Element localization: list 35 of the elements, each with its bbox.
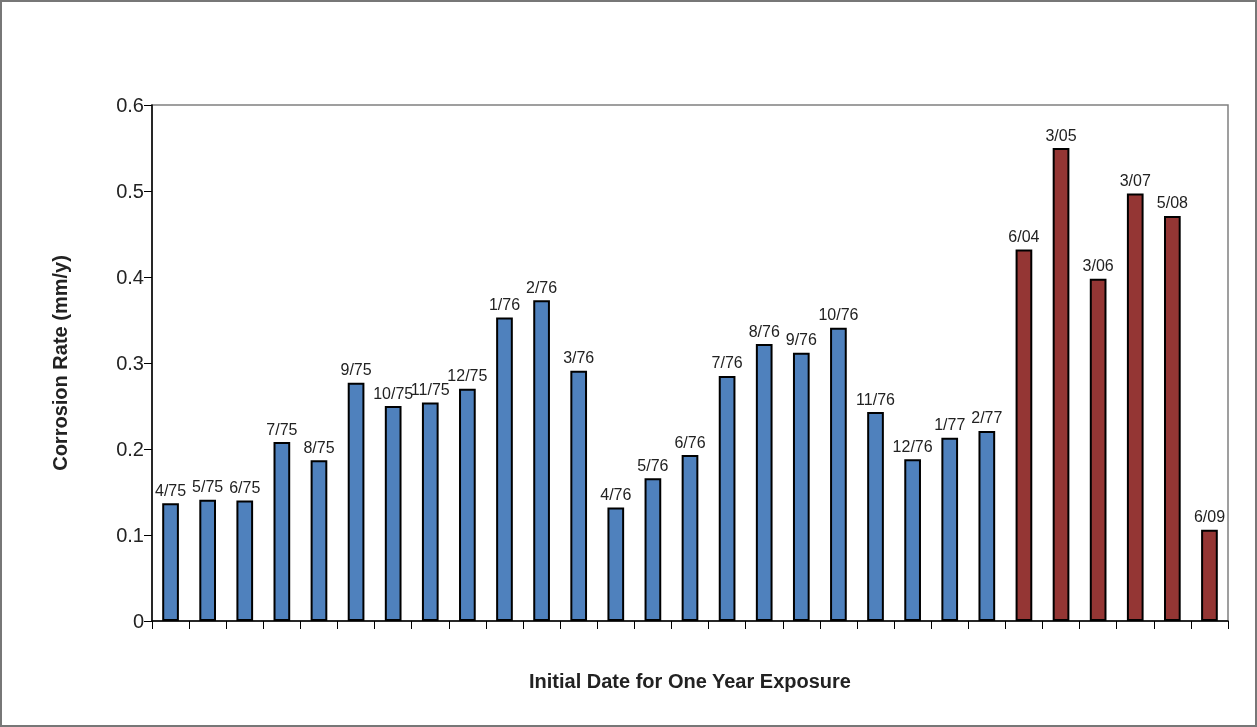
- x-tick-label: 12/76: [892, 437, 933, 455]
- y-tick-label: 0.5: [116, 180, 144, 202]
- x-tick-label: 7/75: [266, 420, 298, 438]
- x-tick-label: 2/76: [526, 278, 558, 296]
- y-tick-label: 0.4: [116, 266, 144, 288]
- x-tick-label: 3/76: [563, 349, 595, 367]
- x-tick-label: 10/76: [818, 306, 859, 324]
- y-tick-label: 0.6: [116, 94, 144, 116]
- y-tick-label: 0.3: [116, 352, 144, 374]
- x-tick-label: 4/75: [154, 481, 187, 499]
- x-tick-label: 3/07: [1119, 172, 1151, 190]
- x-tick-label: 4/76: [600, 485, 632, 503]
- x-axis-title: Initial Date for One Year Exposure: [529, 670, 851, 692]
- x-tick-label: 6/09: [1193, 508, 1226, 526]
- x-tick-label: 3/06: [1082, 257, 1114, 275]
- x-tick-label: 7/76: [711, 354, 743, 372]
- x-tick-label: 2/77: [971, 409, 1003, 427]
- y-tick-label: 0: [132, 610, 144, 632]
- y-tick-label: 0.1: [116, 524, 144, 546]
- x-tick-label: 8/76: [748, 322, 780, 340]
- x-tick-label: 1/77: [934, 416, 966, 434]
- y-tick-label: 0.2: [116, 438, 144, 460]
- x-tick-label: 3/05: [1045, 126, 1077, 144]
- x-tick-label: 8/75: [303, 438, 335, 456]
- x-tick-label: 9/76: [785, 331, 817, 349]
- x-tick-label: 5/08: [1156, 194, 1189, 212]
- x-tick-label: 11/76: [856, 390, 896, 408]
- x-tick-label: 6/76: [674, 433, 706, 451]
- x-tick-label: 6/75: [229, 479, 261, 497]
- x-tick-label: 6/04: [1008, 227, 1040, 245]
- x-tick-label: 5/75: [192, 478, 224, 496]
- y-axis-title: Corrosion Rate (mm/y): [49, 255, 71, 471]
- x-tick-label: 9/75: [340, 361, 372, 379]
- x-tick-label: 5/76: [637, 456, 669, 474]
- x-tick-label: 1/76: [488, 295, 521, 313]
